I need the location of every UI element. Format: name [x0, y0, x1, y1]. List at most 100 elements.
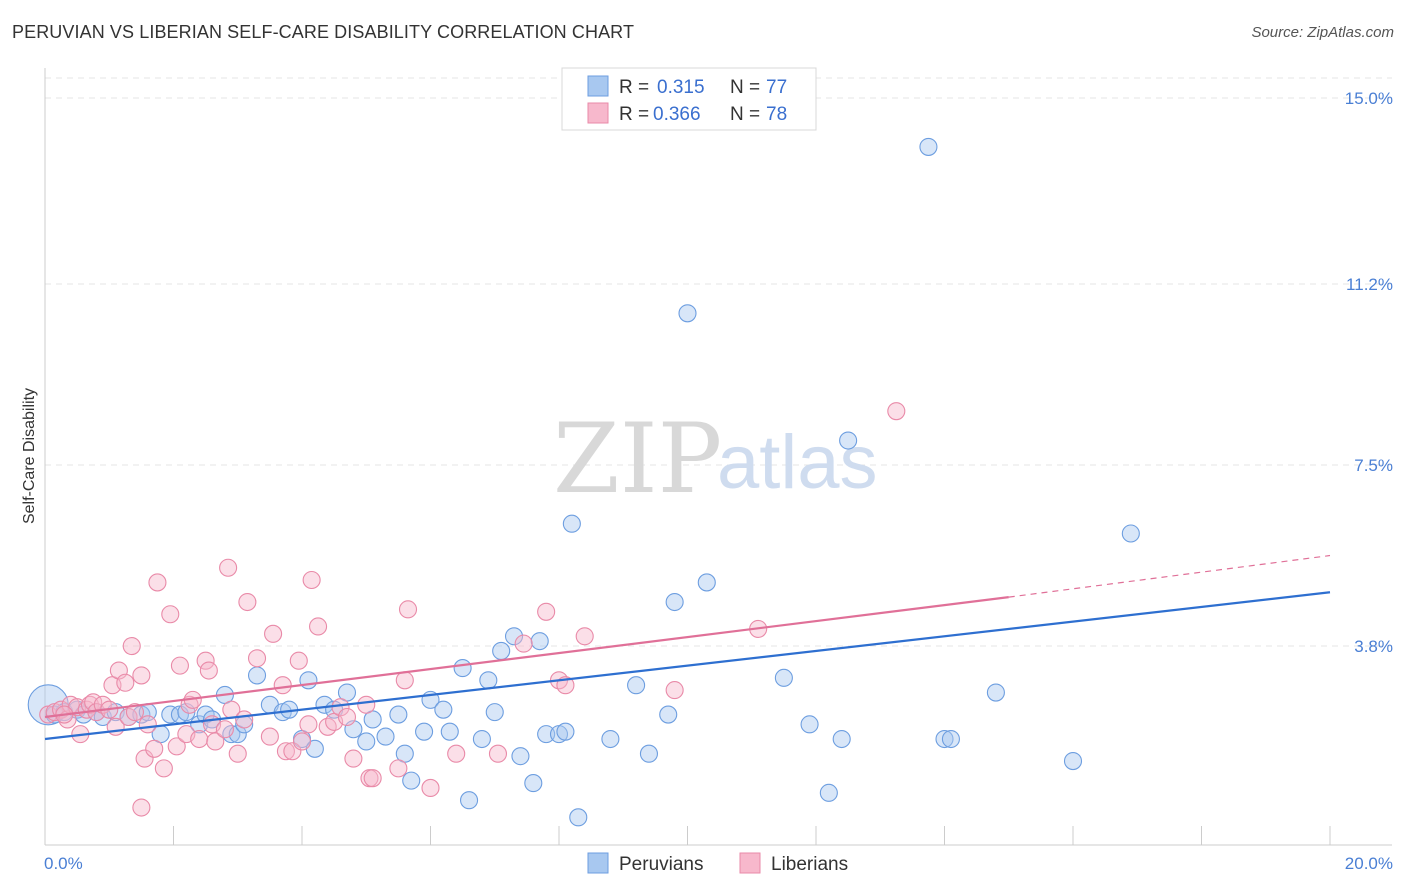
watermark: ZIP atlas	[553, 403, 878, 515]
data-point-liberian	[514, 634, 533, 653]
gridlines	[45, 77, 1392, 647]
legend-n-value: 77	[766, 77, 787, 98]
data-point-liberian	[215, 720, 234, 739]
legend-n-label: N =	[730, 77, 760, 98]
data-point-peruvian	[376, 727, 395, 746]
data-point-peruvian	[627, 676, 646, 695]
data-point-peruvian	[935, 729, 954, 749]
data-point-liberian	[357, 695, 376, 714]
data-point-liberian	[302, 570, 321, 590]
data-point-liberian	[238, 592, 257, 612]
data-point-liberian	[447, 744, 466, 763]
data-point-liberian	[421, 778, 440, 798]
data-point-liberian	[260, 727, 279, 746]
data-point-liberian	[161, 605, 180, 624]
data-point-peruvian	[247, 666, 267, 685]
x-tick-label: 20.0%	[1345, 854, 1393, 873]
data-point-peruvian	[357, 732, 376, 751]
data-point-peruvian	[440, 722, 459, 741]
x-tick-label: 0.0%	[44, 854, 83, 873]
data-point-liberian	[344, 749, 363, 768]
trend-line-peruvians	[44, 591, 1331, 741]
data-point-liberian	[395, 671, 414, 690]
data-point-peruvian	[832, 729, 851, 749]
data-point-peruvian	[459, 791, 479, 810]
watermark-atlas: atlas	[717, 420, 878, 505]
data-point-peruvian	[665, 592, 684, 612]
data-point-liberian	[80, 695, 100, 714]
data-point-liberian	[228, 744, 247, 763]
data-point-liberian	[488, 744, 508, 763]
legend: R = 0.315 N = 77 R = 0.366 N = 78	[561, 67, 817, 131]
data-point-liberian	[273, 676, 292, 695]
data-point-peruvian	[315, 695, 334, 714]
series-liberians	[39, 402, 906, 817]
data-point-liberian	[289, 651, 308, 670]
data-point-liberian	[199, 661, 218, 680]
tick-labels: 3.8% 7.5% 11.2% 15.0% 0.0% 20.0%	[44, 89, 1393, 873]
data-point-peruvian	[389, 705, 408, 724]
data-point-peruvian	[639, 744, 659, 763]
y-tick-label: 15.0%	[1345, 89, 1393, 108]
legend-r-value: 0.315	[657, 77, 705, 98]
data-point-liberian	[337, 707, 357, 727]
data-point-liberian	[138, 715, 157, 734]
data-point-peruvian	[453, 659, 472, 678]
legend-r-label: R =	[619, 77, 649, 98]
data-point-liberian	[132, 666, 151, 685]
data-point-peruvian	[601, 729, 620, 749]
data-point-peruvian	[839, 431, 858, 450]
bottom-legend-liberians: Liberians	[771, 854, 848, 875]
legend-n-label: N =	[730, 104, 760, 125]
data-point-liberian	[125, 703, 144, 722]
data-point-liberian	[299, 715, 318, 734]
data-point-liberian	[132, 798, 151, 817]
data-point-liberian	[363, 769, 382, 788]
data-point-peruvian	[697, 573, 716, 592]
data-point-peruvian	[299, 671, 318, 690]
data-point-liberian	[887, 402, 906, 421]
axes	[44, 68, 1392, 846]
data-point-liberian	[292, 732, 312, 751]
data-point-peruvian	[504, 627, 524, 646]
data-point-peruvian	[402, 771, 421, 790]
data-point-liberian	[145, 739, 164, 758]
data-point-liberian	[122, 637, 141, 656]
data-point-liberian	[167, 737, 186, 756]
data-point-liberian	[283, 742, 302, 761]
data-point-liberian	[219, 558, 238, 577]
data-point-peruvian	[941, 729, 960, 749]
y-tick-label: 3.8%	[1354, 637, 1393, 656]
data-point-liberian	[537, 602, 556, 621]
data-point-peruvian	[161, 705, 180, 724]
bottom-legend-swatch-peruvians	[587, 852, 609, 874]
legend-r-label: R =	[619, 104, 649, 125]
data-point-peruvian	[774, 668, 793, 687]
data-point-peruvian	[800, 715, 819, 734]
data-point-peruvian	[434, 700, 453, 719]
data-point-peruvian	[1121, 524, 1140, 543]
data-point-liberian	[665, 681, 684, 700]
data-point-liberian	[116, 673, 135, 692]
data-point-liberian	[154, 759, 173, 778]
data-point-peruvian	[472, 729, 491, 749]
y-tick-label: 7.5%	[1354, 456, 1393, 475]
data-point-liberian	[575, 627, 594, 646]
chart-title: PERUVIAN VS LIBERIAN SELF-CARE DISABILIT…	[12, 22, 635, 42]
data-point-liberian	[309, 617, 328, 636]
legend-r-value: 0.366	[653, 104, 701, 125]
legend-n-value: 78	[766, 104, 787, 125]
watermark-zip: ZIP	[553, 403, 722, 515]
data-point-liberian	[276, 742, 295, 761]
data-point-liberian	[196, 651, 215, 670]
data-point-liberian	[247, 649, 267, 668]
data-point-peruvian	[562, 514, 581, 533]
data-point-liberian	[235, 710, 254, 729]
data-point-liberian	[398, 600, 418, 619]
trend-lines	[44, 554, 1331, 741]
data-point-peruvian	[485, 703, 504, 722]
data-point-peruvian	[415, 722, 434, 741]
y-tick-label: 11.2%	[1346, 275, 1393, 294]
data-point-peruvian	[479, 671, 498, 690]
